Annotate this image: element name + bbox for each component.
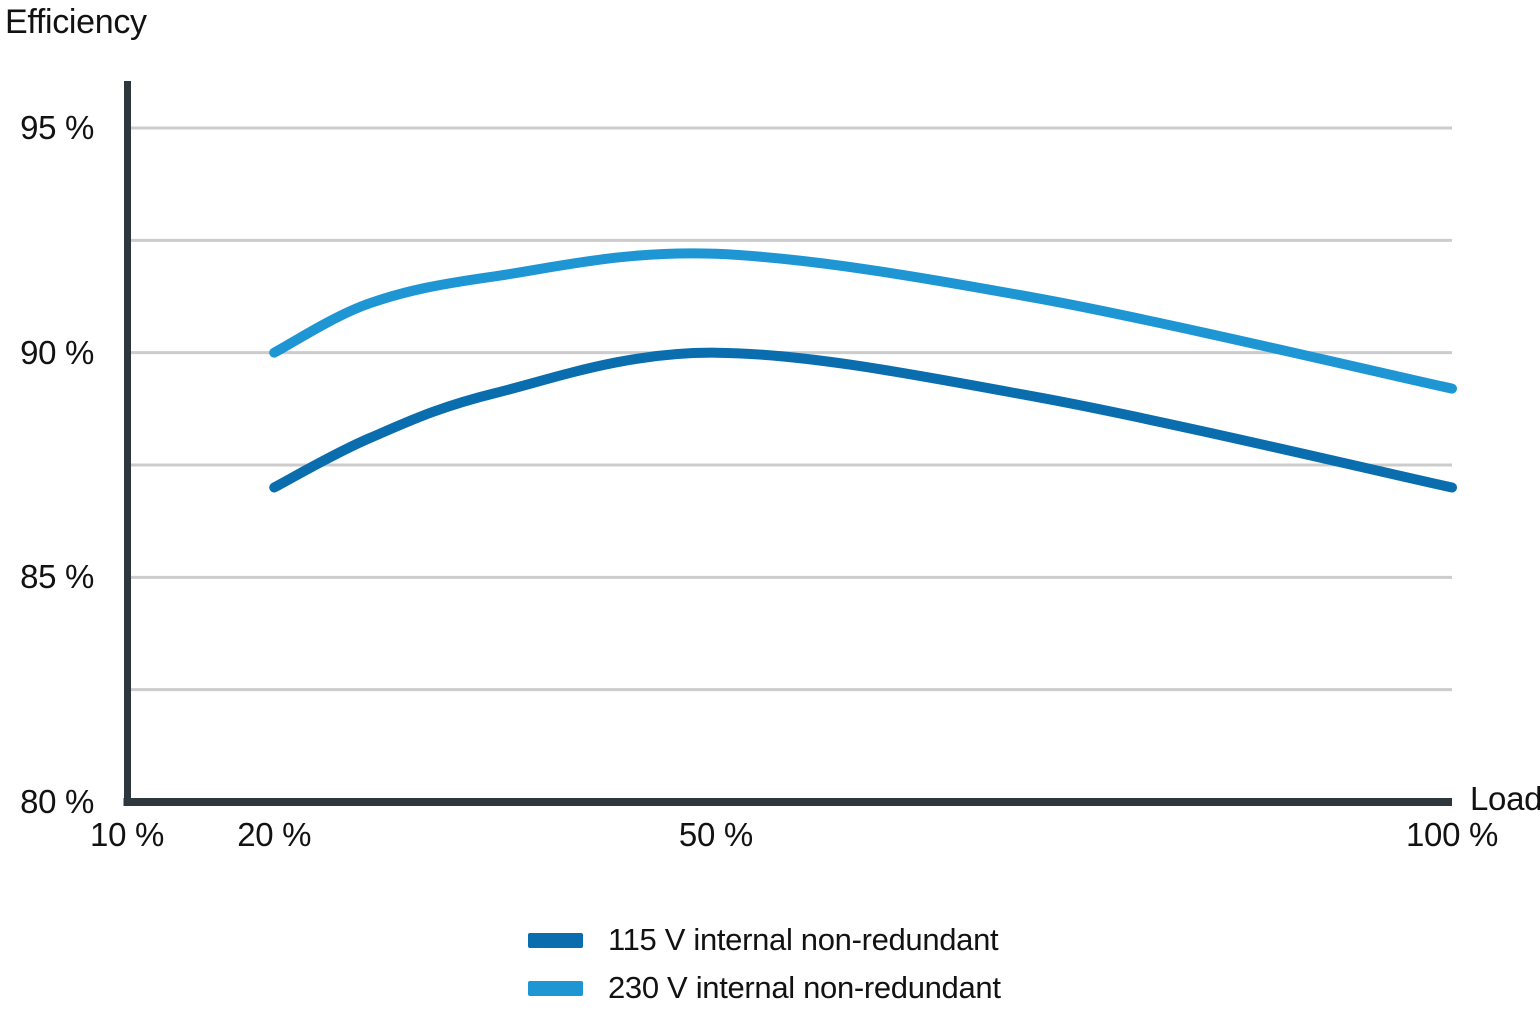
legend-swatch-230-v-internal-non-redundant: [528, 980, 583, 996]
legend-item: 115 V internal non-redundant: [528, 916, 1001, 964]
y-tick-label: 85 %: [20, 558, 94, 596]
y-tick-label: 80 %: [20, 783, 94, 820]
y-axis-title: Efficiency: [5, 3, 147, 41]
y-tick-label: 90 %: [20, 333, 94, 371]
x-tick-label: 50 %: [678, 816, 753, 853]
legend-swatch-115-v-internal-non-redundant: [528, 932, 583, 948]
legend-label: 115 V internal non-redundant: [608, 922, 999, 957]
curve-230-v-internal-non-redundant: [269, 248, 1457, 394]
x-tick-label: 10 %: [90, 816, 164, 853]
x-tick-label: 20 %: [237, 816, 312, 853]
legend: 115 V internal non-redundant 230 V intern…: [528, 916, 1001, 1012]
x-axis-title: Load: [1470, 780, 1540, 817]
legend-label: 230 V internal non-redundant: [608, 970, 1001, 1005]
curve-115-v-internal-non-redundant: [269, 347, 1457, 493]
y-tick-label: 95 %: [20, 109, 94, 146]
x-tick-label: 100 %: [1406, 816, 1498, 853]
legend-item: 230 V internal non-redundant: [528, 964, 1001, 1012]
